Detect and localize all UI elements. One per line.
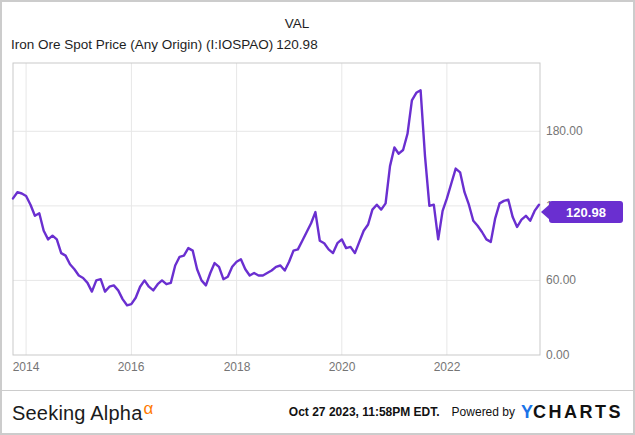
- last-value-badge: 120.98: [549, 201, 623, 223]
- ycharts-logo[interactable]: YCHARTS: [521, 402, 623, 423]
- x-tick-label: 2022: [425, 360, 469, 374]
- y-tick-label: 0.00: [546, 348, 569, 362]
- powered-by-label: Powered by: [452, 405, 515, 419]
- x-tick-label: 2014: [4, 360, 48, 374]
- y-tick-label: 60.00: [546, 273, 576, 287]
- alpha-icon: α: [143, 399, 153, 418]
- ycharts-y-icon: Y: [521, 402, 533, 422]
- x-tick-label: 2020: [320, 360, 364, 374]
- y-tick-label: 180.00: [546, 124, 583, 138]
- last-value-badge-text: 120.98: [566, 205, 606, 220]
- chart-card: VAL Iron Ore Spot Price (Any Origin) (I:…: [0, 0, 635, 435]
- footer: Seeking Alphaα Oct 27 2023, 11:58PM EDT.…: [2, 390, 633, 433]
- timestamp: Oct 27 2023, 11:58PM EDT.: [289, 405, 440, 419]
- x-tick-label: 2018: [215, 360, 259, 374]
- x-tick-label: 2016: [109, 360, 153, 374]
- seeking-alpha-logo[interactable]: Seeking Alphaα: [12, 399, 154, 425]
